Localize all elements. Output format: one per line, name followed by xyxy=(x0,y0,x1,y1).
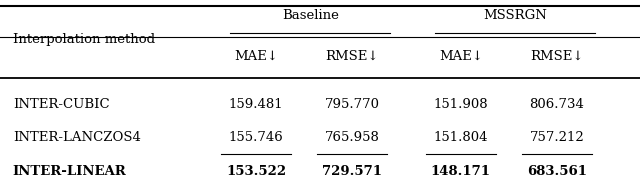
Text: 151.804: 151.804 xyxy=(433,131,488,144)
Text: 153.522: 153.522 xyxy=(226,165,286,178)
Text: MSSRGN: MSSRGN xyxy=(483,9,547,22)
Text: MAE↓: MAE↓ xyxy=(439,49,483,62)
Text: Interpolation method: Interpolation method xyxy=(13,33,155,46)
Text: MAE↓: MAE↓ xyxy=(234,49,278,62)
Text: INTER-LANCZOS4: INTER-LANCZOS4 xyxy=(13,131,141,144)
Text: 683.561: 683.561 xyxy=(527,165,587,178)
Text: 148.171: 148.171 xyxy=(431,165,491,178)
Text: 765.958: 765.958 xyxy=(324,131,380,144)
Text: 795.770: 795.770 xyxy=(324,98,380,111)
Text: 806.734: 806.734 xyxy=(529,98,584,111)
Text: 155.746: 155.746 xyxy=(228,131,284,144)
Text: RMSE↓: RMSE↓ xyxy=(325,49,379,62)
Text: INTER-CUBIC: INTER-CUBIC xyxy=(13,98,109,111)
Text: RMSE↓: RMSE↓ xyxy=(530,49,584,62)
Text: 729.571: 729.571 xyxy=(322,165,382,178)
Text: Baseline: Baseline xyxy=(282,9,339,22)
Text: 757.212: 757.212 xyxy=(529,131,584,144)
Text: 159.481: 159.481 xyxy=(228,98,284,111)
Text: 151.908: 151.908 xyxy=(433,98,488,111)
Text: INTER-LINEAR: INTER-LINEAR xyxy=(13,165,127,178)
